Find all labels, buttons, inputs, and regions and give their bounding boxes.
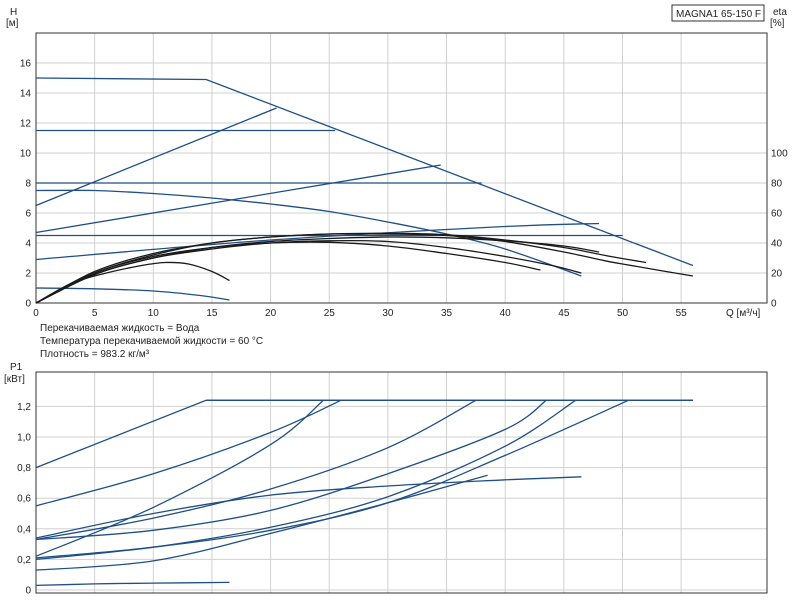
- x-tick-label: 15: [206, 308, 218, 319]
- x-tick-label: 55: [676, 308, 688, 319]
- p1-tick-label: 1,0: [17, 433, 31, 444]
- h-tick-label: 8: [25, 179, 31, 190]
- efficiency-curve: [35, 239, 582, 304]
- h-tick-label: 12: [20, 119, 32, 130]
- p1-tick-label: 0,4: [17, 524, 31, 535]
- head-curve: [35, 287, 230, 301]
- bottom-chart-tick-labels: 0 0,2 0,4 0,6 0,8 1,0 1,2: [17, 402, 31, 597]
- power-curve: [35, 476, 582, 539]
- power-curve: [35, 581, 230, 587]
- h-tick-label: 2: [25, 269, 31, 280]
- efficiency-curve: [35, 241, 541, 304]
- x-tick-label: 10: [148, 308, 160, 319]
- x-tick-label: 50: [617, 308, 629, 319]
- h-tick-label: 6: [25, 209, 31, 220]
- x-tick-label: 45: [558, 308, 570, 319]
- power-curve: [35, 399, 477, 541]
- bottom-chart-frame: [35, 371, 768, 594]
- h-tick-label: 4: [25, 239, 31, 250]
- h-tick-label: 10: [20, 149, 32, 160]
- power-curve: [35, 399, 324, 557]
- eta-tick-label: 80: [771, 179, 783, 190]
- note-temperature: Температура перекачиваемой жидкости = 60…: [40, 336, 263, 347]
- eta-tick-label: 60: [771, 209, 783, 220]
- p1-tick-label: 0: [25, 586, 31, 597]
- note-liquid: Перекачиваемая жидкость = Вода: [40, 323, 200, 334]
- y2-axis-unit-eta: [%]: [770, 18, 785, 29]
- p1-tick-label: 0,6: [17, 494, 31, 505]
- x-tick-label: 25: [324, 308, 336, 319]
- x-tick-label: 20: [265, 308, 277, 319]
- bottom-chart-curves: [35, 399, 693, 587]
- efficiency-curve: [35, 233, 694, 304]
- power-curve: [35, 399, 629, 559]
- top-chart-grid: [35, 33, 767, 304]
- h-tick-label: 14: [20, 89, 32, 100]
- y-axis-label-h: H: [10, 7, 17, 18]
- eta-tick-label: 40: [771, 239, 783, 250]
- p1-tick-label: 0,2: [17, 555, 31, 566]
- y-axis-label-p1: P1: [10, 362, 23, 373]
- power-curve: [35, 474, 488, 571]
- top-chart-tick-labels: 0 5 10 15 20 25 30 35 40 45 50 55 0 2 4 6 8 10 12 14 16 0 20 40…: [20, 59, 788, 320]
- x-tick-label: 30: [382, 308, 394, 319]
- y-axis-unit-p1: [кВт]: [4, 374, 25, 385]
- p1-tick-label: 1,2: [17, 402, 31, 413]
- top-chart-frame: [35, 32, 768, 304]
- x-tick-label: 0: [33, 308, 39, 319]
- head-curve: [35, 77, 694, 267]
- h-tick-label: 16: [20, 59, 32, 70]
- efficiency-curve: [35, 232, 647, 304]
- model-label-box: [671, 4, 765, 22]
- top-chart-curves: [35, 77, 694, 304]
- p1-tick-label: 0,8: [17, 463, 31, 474]
- x-tick-label: 35: [441, 308, 453, 319]
- bottom-chart-grid: [35, 372, 767, 593]
- power-curve: [35, 399, 547, 541]
- h-tick-label: 0: [25, 299, 31, 310]
- y2-axis-label-eta: eta: [773, 7, 787, 18]
- x-tick-label: 5: [92, 308, 98, 319]
- model-label: MAGNA1 65-150 F: [676, 9, 761, 20]
- x-tick-label: 40: [500, 308, 512, 319]
- y-axis-unit-h: [м]: [6, 18, 19, 29]
- head-curve: [35, 107, 277, 207]
- eta-tick-label: 20: [771, 269, 783, 280]
- head-curve: [35, 189, 582, 277]
- head-curve: [35, 164, 441, 234]
- note-density: Плотность = 983.2 кг/м³: [40, 349, 150, 360]
- head-curve: [35, 222, 600, 261]
- x-axis-label-q: Q [м³/ч]: [726, 308, 761, 319]
- efficiency-curve: [35, 261, 230, 304]
- eta-tick-label: 100: [771, 149, 788, 160]
- eta-tick-label: 0: [771, 299, 777, 310]
